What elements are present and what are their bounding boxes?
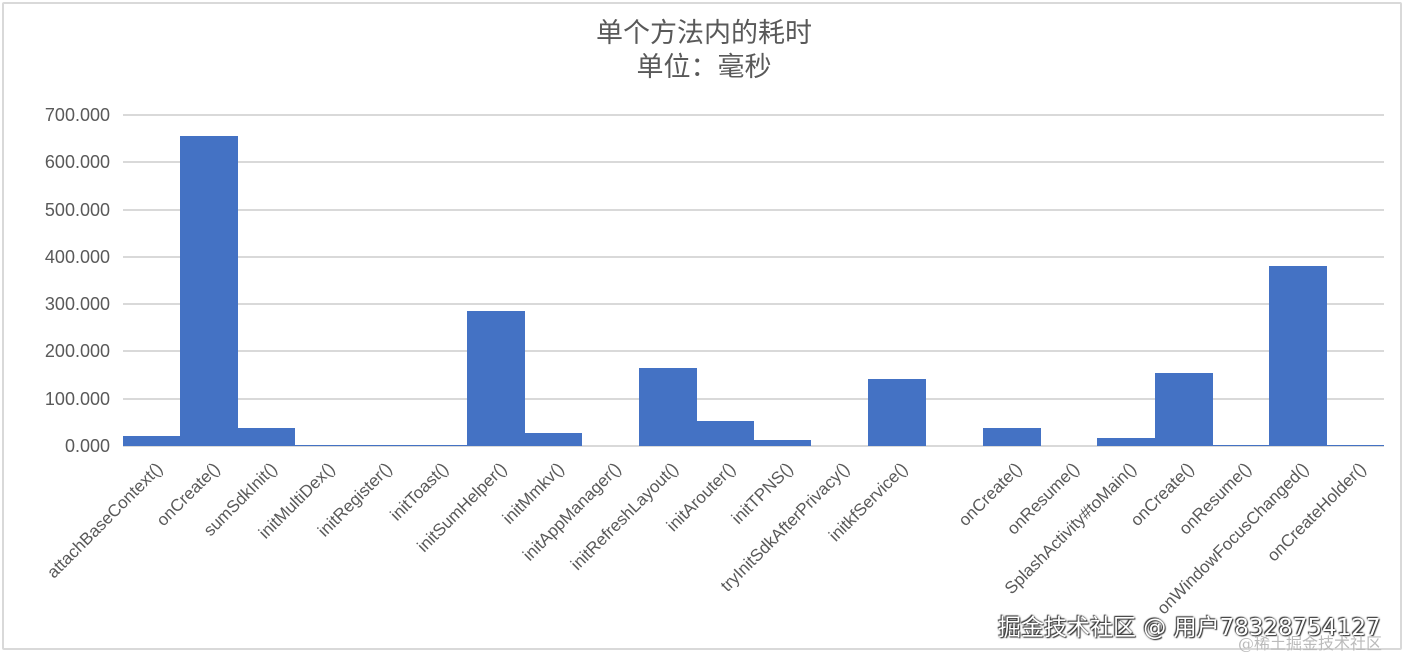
y-tick-label: 100.000: [44, 388, 110, 409]
bar: [180, 136, 239, 446]
gridline: [123, 397, 1384, 400]
bar: [237, 428, 296, 446]
bar: [294, 444, 353, 446]
bar: [982, 428, 1041, 446]
bar: [696, 420, 754, 446]
bar: [352, 444, 411, 446]
y-tick-label: 400.000: [44, 246, 110, 267]
gridline: [123, 255, 1384, 258]
bar: [1326, 444, 1385, 446]
bar: [1212, 444, 1270, 446]
y-tick-label: 600.000: [44, 152, 110, 173]
bar: [409, 444, 468, 446]
bar: [1269, 266, 1328, 446]
bar: [524, 432, 583, 446]
bar: [466, 311, 525, 446]
chart-title: 单个方法内的耗时: [596, 18, 812, 49]
y-tick-label: 200.000: [44, 341, 110, 362]
watermark-main: 掘金技术社区 @ 用户78328754127: [998, 615, 1381, 641]
y-tick-label: 500.000: [44, 199, 110, 220]
bar: [753, 439, 812, 446]
gridline: [123, 350, 1384, 353]
y-tick-label: 700.000: [44, 105, 110, 125]
y-tick-label: 0.000: [64, 436, 110, 456]
gridline: [123, 208, 1384, 211]
gridline: [123, 161, 1384, 164]
bar: [123, 436, 181, 446]
y-tick-label: 300.000: [44, 294, 110, 315]
watermark-sub: @稀土掘金技术社区: [1238, 634, 1383, 653]
chart-subtitle: 单位：毫秒: [636, 52, 772, 83]
bar: [1154, 372, 1213, 446]
bar: [868, 378, 926, 446]
gridline: [123, 114, 1384, 116]
x-axis-line: [123, 445, 1384, 447]
gridline: [123, 303, 1384, 306]
bar: [1097, 437, 1156, 446]
bar: [638, 367, 697, 446]
